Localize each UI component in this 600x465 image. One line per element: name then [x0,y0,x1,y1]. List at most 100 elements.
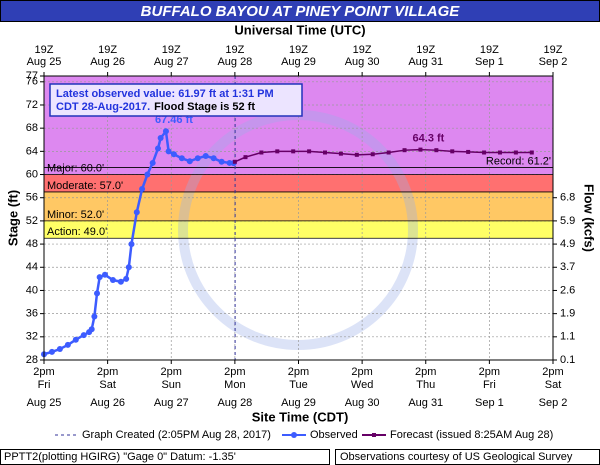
forecast-point [323,150,328,155]
forecast-point [232,159,237,164]
observed-point [56,345,63,352]
info-box [49,83,303,117]
threshold-label: Moderate: 57.0' [47,180,123,192]
x-tick-date: Aug 27 [154,397,189,409]
observed-point [72,336,79,343]
datum-note: PPTT2(plotting HGIRG) "Gage 0" Datum: -1… [4,451,236,463]
observed-point [123,275,130,282]
y-tick-label: 36 [26,308,38,320]
chart-title: BUFFALO BAYOU AT PINEY POINT VILLAGE [141,3,461,20]
y-tick-label: 32 [26,331,38,343]
observed-point [48,348,55,355]
forecast-point [370,152,375,157]
x-tick-label: 2pm [161,366,182,378]
plot-border [43,75,554,361]
top-tick-utc: 19Z [35,44,54,56]
forecast-point [418,147,423,152]
observed-point [186,158,193,165]
x-tick-weekday: Thu [416,379,435,391]
observed-point [109,277,116,284]
y2-tick-label: 4.9 [560,238,575,250]
x-tick-weekday: Fri [38,379,51,391]
value-label: 64.3 ft [413,133,445,145]
forecast-point [529,150,534,155]
observed-point [94,290,101,297]
series-line [234,148,532,163]
forecast-point [386,150,391,155]
y-tick-label: 48 [26,238,38,250]
x-tick-weekday: Mon [224,379,245,391]
y-tick-label: 56 [26,192,38,204]
y-tick-label: 68 [26,122,38,134]
x-tick-date: Sep 2 [539,397,568,409]
info-line: CDT 28-Aug-2017. Flood Stage is 52 ft [56,101,255,113]
series-line [43,128,234,356]
observed-point [96,274,103,281]
threshold-label: Minor: 52.0' [47,209,104,221]
threshold-label: Action: 49.0' [47,226,107,238]
forecast-point [307,149,312,154]
top-tick-date: Aug 31 [408,56,443,68]
x-tick-date: Aug 26 [90,397,125,409]
forecast-point [354,152,359,157]
x-tick-label: 2pm [224,366,245,378]
observed-point [210,155,217,162]
observed-point [133,209,140,216]
y-tick-label: 44 [26,261,38,273]
observed-point [170,151,177,158]
legend-label: Observed [310,429,358,441]
top-tick-date: Aug 25 [27,56,62,68]
top-tick-utc: 19Z [416,44,435,56]
legend-label: Forecast (issued 8:25AM Aug 28) [390,429,553,441]
y-tick-label: 76 [26,76,38,88]
top-tick-utc: 19Z [98,44,117,56]
value-label: 67.46 ft [155,114,193,126]
info-flood-stage: Flood Stage is 52 ft [154,101,255,113]
observed-point [154,145,161,152]
observed-point [144,171,151,178]
observed-point [202,152,209,159]
legend-marker [291,432,297,438]
top-tick-date: Aug 28 [217,56,252,68]
top-tick-utc: 19Z [225,44,244,56]
observed-point [80,332,87,339]
x-tick-date: Sep 1 [475,397,504,409]
observed-point [165,148,172,155]
y2-tick-label: 2.6 [560,284,575,296]
observed-point [125,264,132,271]
x-tick-label: 2pm [415,366,436,378]
forecast-point [466,149,471,154]
forecast-point [434,148,439,153]
source-note: Observations courtesy of US Geological S… [340,451,573,463]
y2-tick-label: 3.7 [560,261,575,273]
forecast-point [513,150,518,155]
forecast-point [338,151,343,156]
y-axis-title: Stage (ft) [5,190,20,246]
x-tick-date: Aug 30 [345,397,380,409]
x-tick-date: Aug 28 [217,397,252,409]
y-tick-label: 72 [26,99,38,111]
top-tick-utc: 19Z [480,44,499,56]
forecast-point [259,150,264,155]
x-tick-date: Aug 25 [27,397,62,409]
top-tick-date: Aug 26 [90,56,125,68]
observed-point [157,135,164,142]
info-date: CDT 28-Aug-2017. [56,101,150,113]
observed-point [88,326,95,333]
observed-point [117,278,124,285]
forecast-point [402,148,407,153]
y-tick-label: 40 [26,284,38,296]
x-tick-weekday: Sun [161,379,181,391]
y-tick-label: 64 [26,145,38,157]
x-tick-label: 2pm [542,366,563,378]
x-tick-weekday: Tue [289,379,308,391]
observed-point [128,241,135,248]
top-tick-date: Aug 27 [154,56,189,68]
flood-band [44,174,553,192]
top-tick-utc: 19Z [353,44,372,56]
y2-tick-label: 1.9 [560,308,575,320]
top-tick-utc: 19Z [289,44,308,56]
x-tick-label: 2pm [351,366,372,378]
observed-point [91,313,98,320]
info-line: Latest observed value: 61.97 ft at 1:31 … [56,88,274,100]
